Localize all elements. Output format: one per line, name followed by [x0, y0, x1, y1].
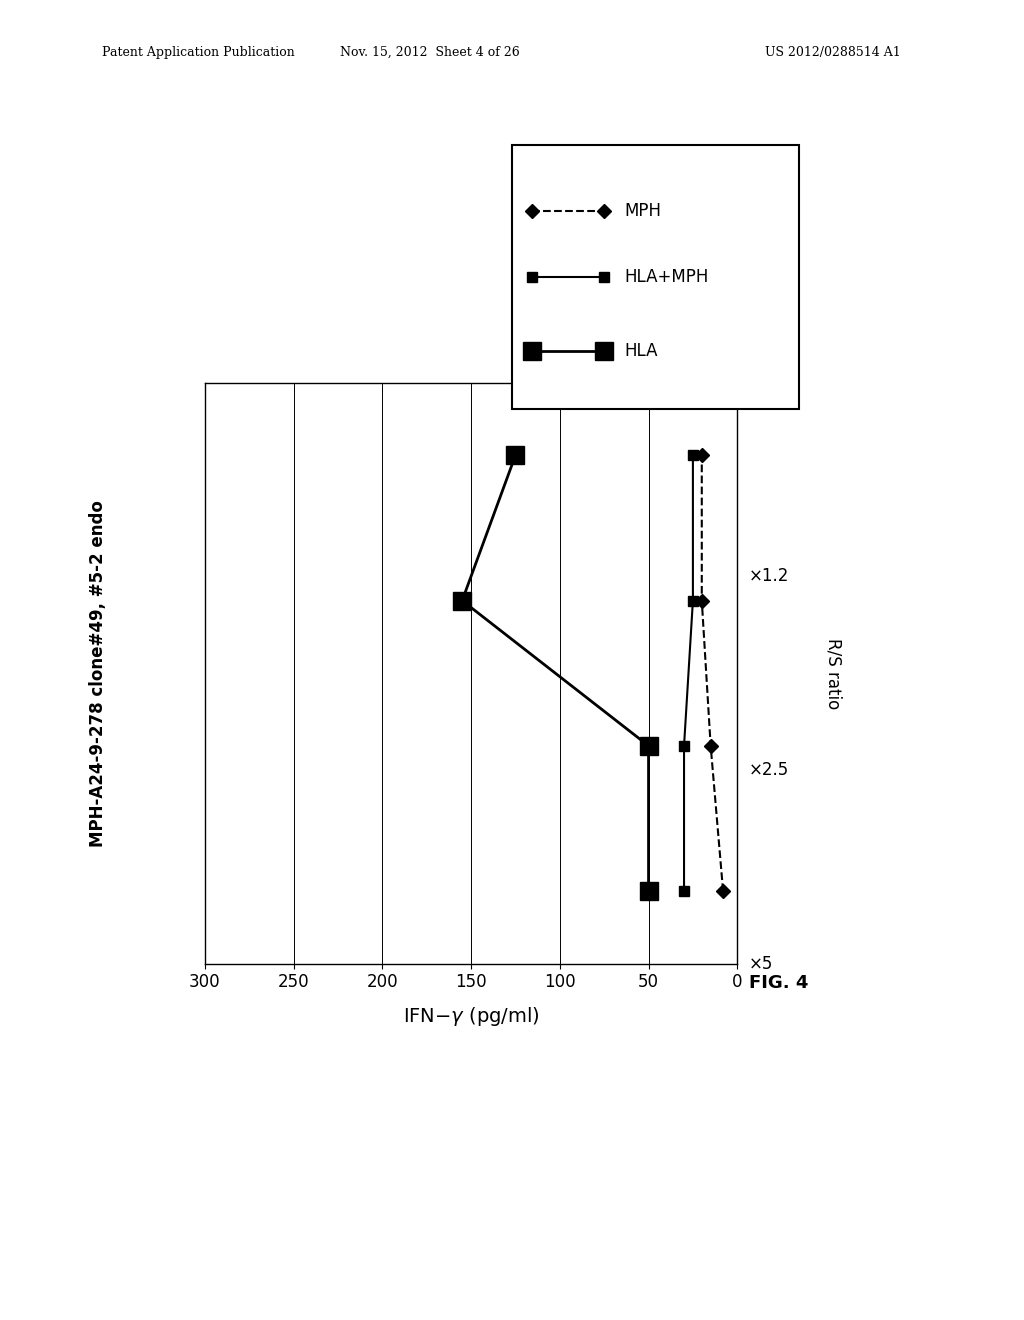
Text: MPH: MPH	[625, 202, 662, 220]
Text: HLA+MPH: HLA+MPH	[625, 268, 709, 286]
Text: FIG. 4: FIG. 4	[749, 974, 808, 993]
Text: HLA: HLA	[625, 342, 658, 360]
X-axis label: IFN$-\gamma$ (pg/ml): IFN$-\gamma$ (pg/ml)	[402, 1006, 540, 1028]
Text: ×5: ×5	[749, 954, 773, 973]
Text: R/S ratio: R/S ratio	[824, 638, 842, 709]
Text: US 2012/0288514 A1: US 2012/0288514 A1	[765, 46, 901, 59]
Text: MPH-A24-9-278 clone#49, #5-2 endo: MPH-A24-9-278 clone#49, #5-2 endo	[89, 500, 108, 846]
Text: ×2.5: ×2.5	[749, 762, 788, 779]
Text: ×0.6: ×0.6	[749, 374, 788, 392]
Text: ×1.2: ×1.2	[749, 568, 788, 585]
Text: Patent Application Publication: Patent Application Publication	[102, 46, 295, 59]
Text: Nov. 15, 2012  Sheet 4 of 26: Nov. 15, 2012 Sheet 4 of 26	[340, 46, 520, 59]
